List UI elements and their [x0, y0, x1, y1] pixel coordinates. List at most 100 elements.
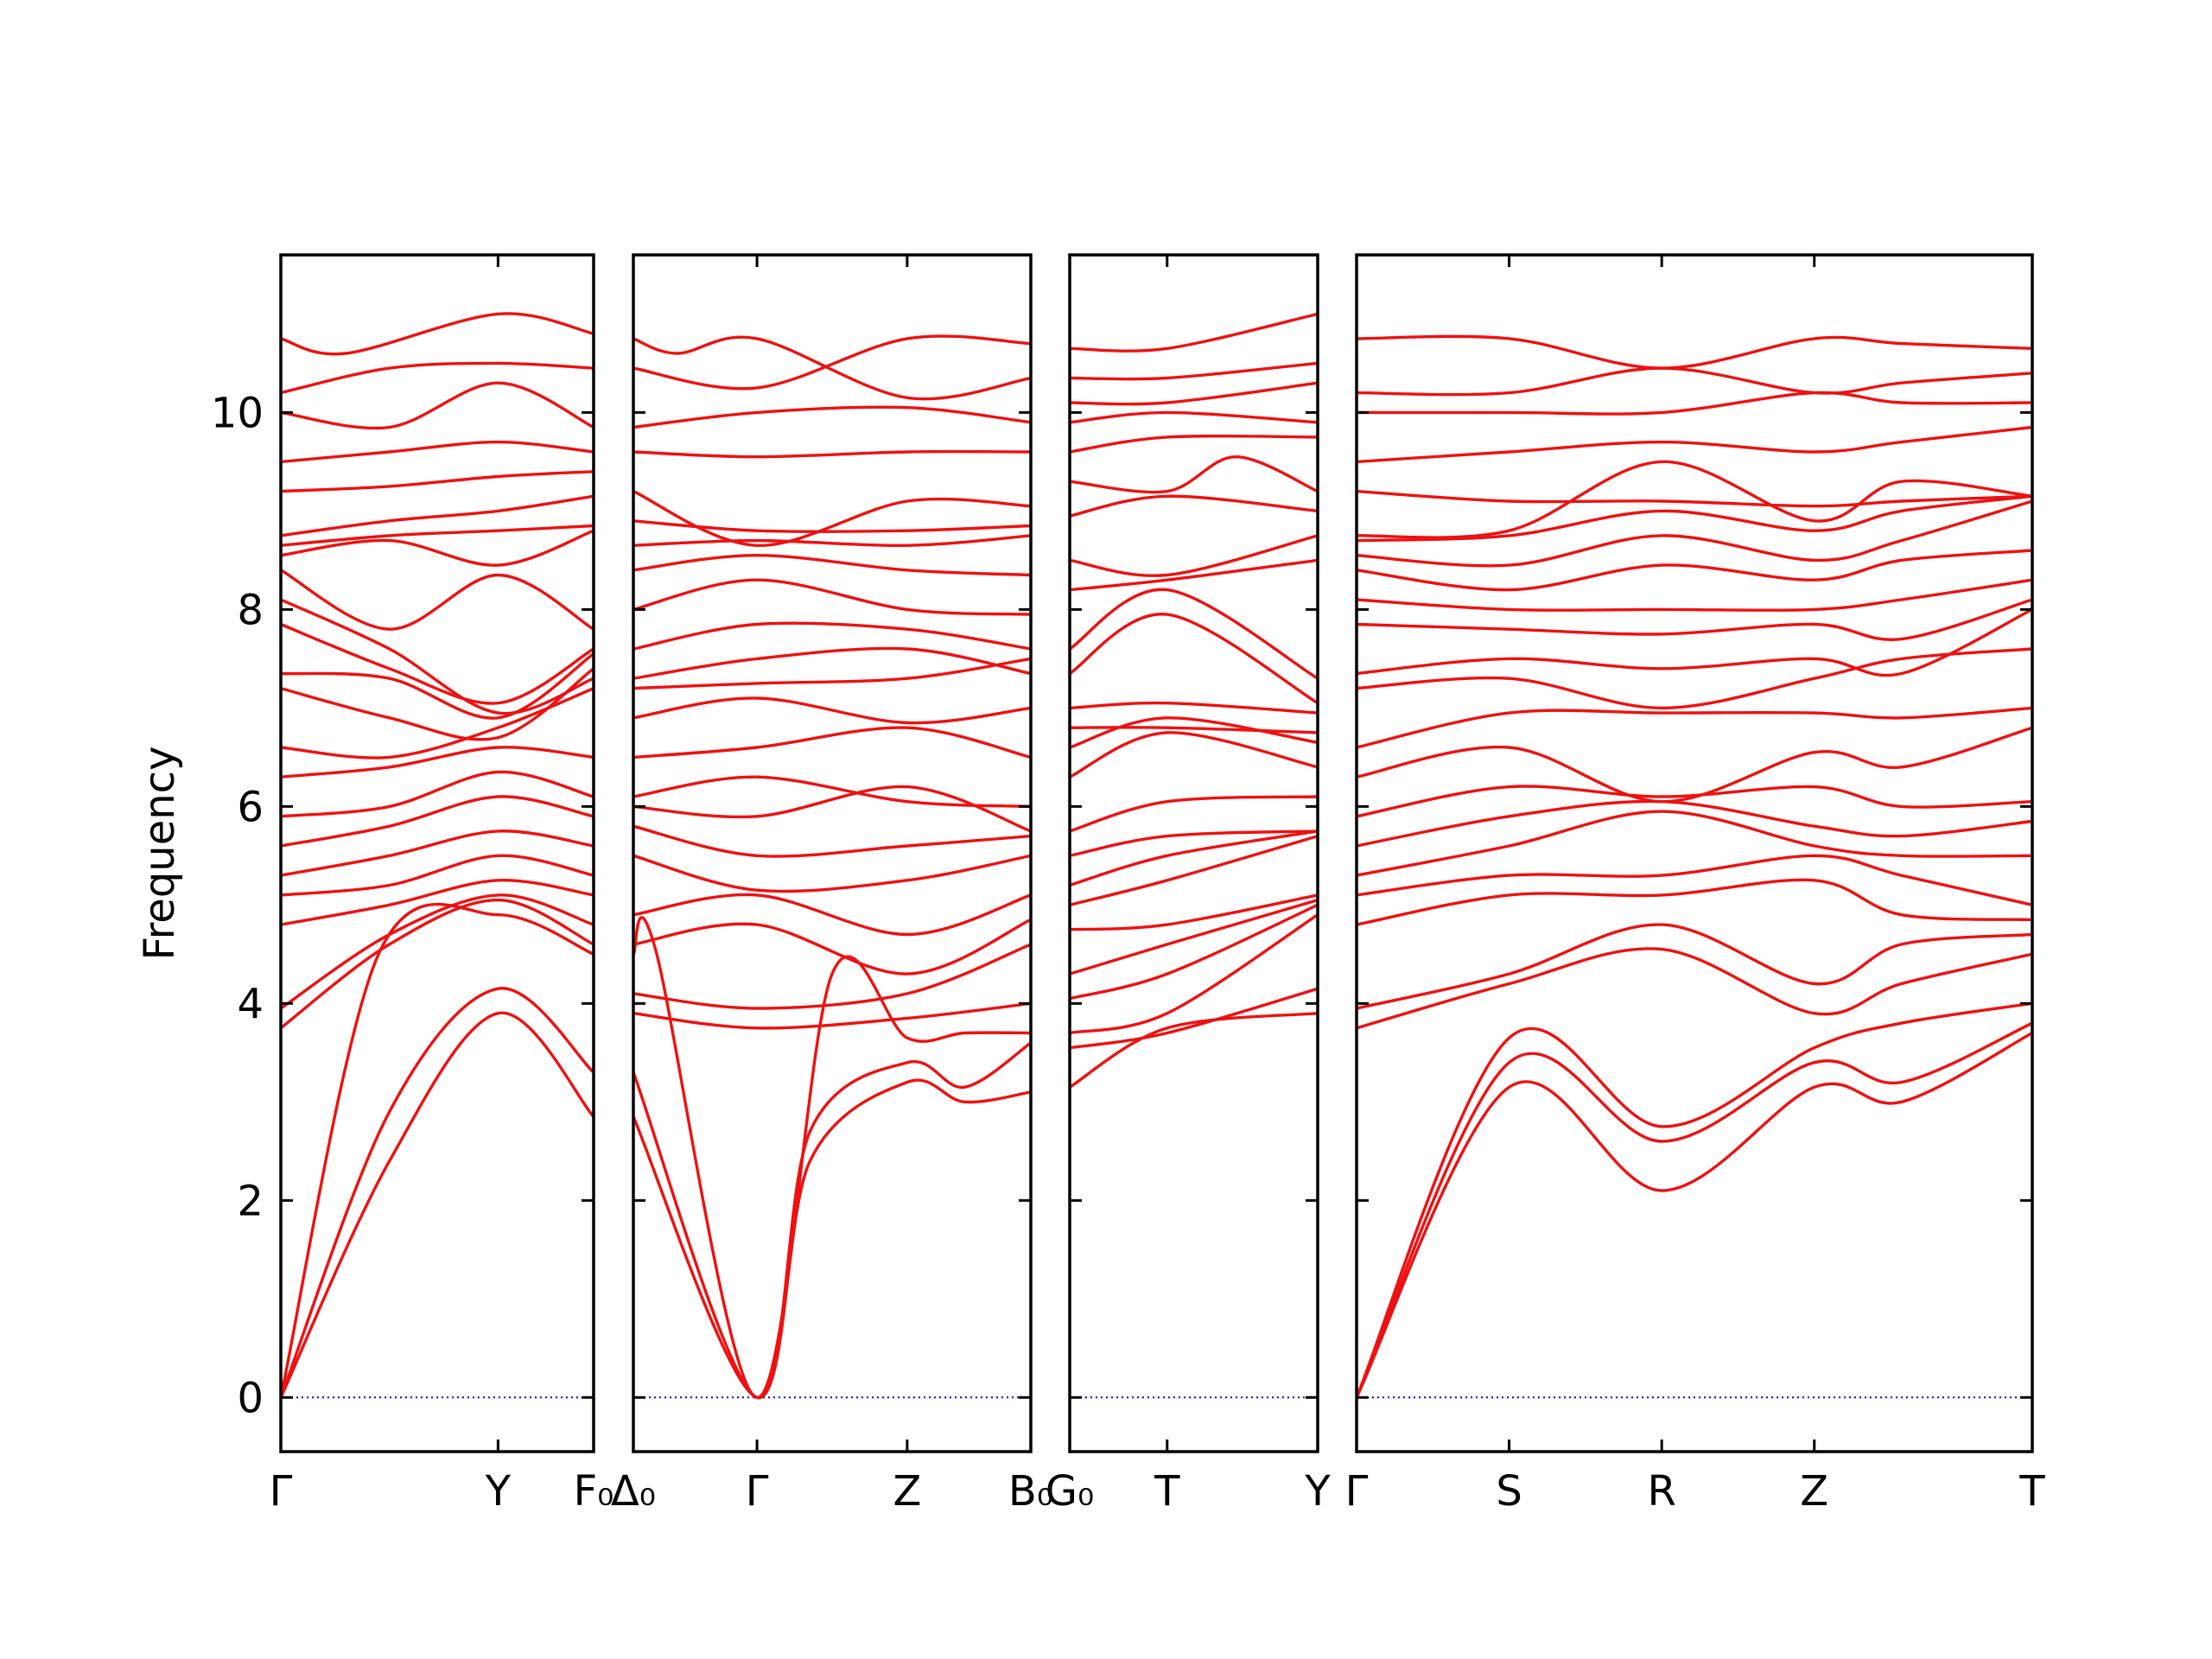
band-line: [1357, 334, 2032, 370]
band-line: [633, 1001, 1031, 1030]
band-line: [1357, 647, 2032, 710]
band-line: [281, 312, 594, 356]
y-axis-title: Frequency: [136, 747, 184, 961]
band-line: [1357, 1001, 2032, 1399]
band-line: [1070, 731, 1318, 779]
band-line: [1070, 361, 1318, 381]
x-tick-label: F₀: [574, 1467, 614, 1516]
chart-panel-2: Δ₀ Γ Z B₀: [611, 253, 1053, 1516]
band-line: [1357, 425, 2032, 464]
band-line: [1070, 534, 1318, 577]
band-line: [1357, 947, 2032, 1030]
band-line: [1357, 549, 2032, 592]
x-tick-label: S: [1496, 1467, 1522, 1516]
band-line: [281, 746, 594, 779]
band-line: [1357, 578, 2032, 612]
band-line: [1070, 312, 1318, 353]
band-line: [281, 381, 594, 430]
band-line: [1070, 434, 1318, 454]
band-line: [1070, 834, 1318, 906]
x-tick-label: B₀: [1008, 1467, 1053, 1516]
band-line: [1070, 1012, 1318, 1089]
band-line: [1357, 810, 2032, 877]
band-line: [281, 622, 594, 705]
band-line: [281, 903, 594, 1399]
band-line: [633, 785, 1031, 833]
band-line: [281, 440, 594, 464]
band-line: [281, 524, 594, 547]
panel-frame: [1355, 253, 2034, 1453]
band-line: [1070, 903, 1318, 1001]
x-tick-label: T: [2018, 1467, 2045, 1516]
band-line: [281, 652, 594, 720]
band-line: [1357, 799, 2032, 848]
band-group: [1357, 334, 2032, 1399]
band-line: [1070, 410, 1318, 424]
band-line: [633, 621, 1031, 651]
band-line: [1357, 923, 2032, 1010]
band-line: [1070, 913, 1318, 1035]
band-line: [633, 334, 1031, 391]
x-tick-label: Z: [1800, 1467, 1828, 1516]
band-line: [633, 918, 1031, 976]
band-line: [281, 667, 594, 741]
x-tick-label: T: [1154, 1467, 1180, 1516]
band-line: [281, 494, 594, 537]
band-line: [1070, 898, 1318, 976]
band-group: [633, 334, 1031, 1400]
band-line: [633, 893, 1031, 937]
band-line: [633, 726, 1031, 760]
band-line: [281, 879, 594, 926]
x-tick-label: Δ₀: [611, 1467, 656, 1516]
band-line: [281, 830, 594, 877]
x-tick-label: Y: [485, 1467, 512, 1516]
band-line: [1357, 878, 2032, 926]
band-line: [1357, 460, 2032, 539]
band-line: [1357, 726, 2032, 804]
y-tick-label: 6: [237, 783, 264, 831]
band-line: [1357, 1021, 2032, 1399]
band-group: [281, 312, 594, 1399]
band-line: [1070, 830, 1318, 887]
band-line: [1357, 499, 2032, 568]
band-line: [281, 529, 594, 567]
band-line: [281, 854, 594, 897]
x-tick-label: Γ: [270, 1467, 293, 1516]
y-tick-label: 4: [237, 980, 264, 1028]
band-line: [1357, 391, 2032, 416]
band-line: [1357, 607, 2032, 677]
band-line: [1070, 494, 1318, 518]
band-line: [1070, 558, 1318, 592]
x-tick-label: Γ: [1345, 1467, 1369, 1516]
band-line: [1070, 381, 1318, 406]
band-line: [281, 893, 594, 1010]
panel-frame: [1068, 253, 1319, 1453]
x-tick-label: G₀: [1046, 1467, 1094, 1516]
band-line: [1070, 588, 1318, 680]
chart-panel-3: G₀ T Y: [1046, 253, 1331, 1516]
band-line: [1070, 455, 1318, 494]
band-line: [1070, 701, 1318, 715]
band-group: [1070, 312, 1318, 1399]
band-line: [633, 405, 1031, 429]
band-line: [1070, 726, 1318, 734]
band-line: [1357, 854, 2032, 906]
band-line: [1357, 366, 2032, 397]
y-tick-label: 2: [237, 1177, 264, 1225]
band-line: [1357, 785, 2032, 818]
band-line: [633, 824, 1031, 858]
band-line: [633, 449, 1031, 459]
band-line: [633, 489, 1031, 548]
x-tick-label: R: [1647, 1467, 1675, 1516]
band-line: [281, 598, 594, 715]
band-line: [633, 335, 1031, 401]
band-line: [633, 1041, 1031, 1400]
band-line: [1070, 987, 1318, 1050]
band-line: [1357, 1031, 2032, 1399]
band-line: [281, 898, 594, 1030]
band-line: [633, 775, 1031, 809]
y-tick-label: 10: [211, 389, 264, 437]
band-line: [633, 554, 1031, 577]
